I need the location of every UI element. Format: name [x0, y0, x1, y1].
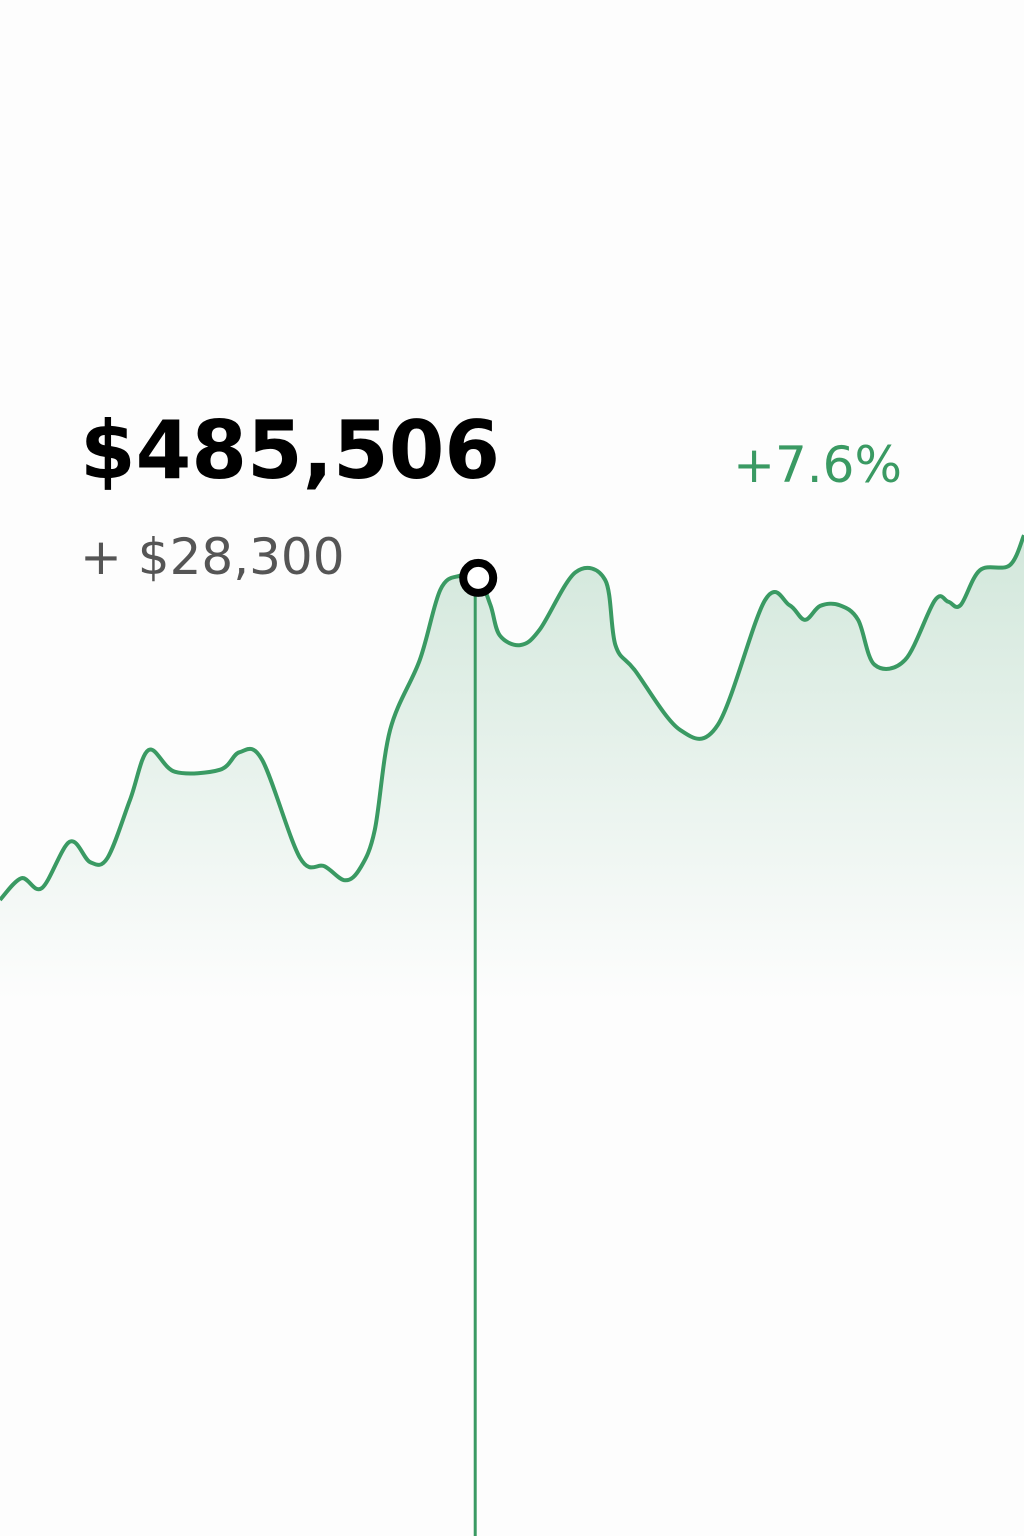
- change-amount: + $28,300: [80, 528, 345, 586]
- portfolio-value: $485,506: [80, 404, 500, 497]
- cursor-dot: [459, 558, 498, 597]
- price-line: [0, 534, 1024, 902]
- area-fill: [0, 535, 1024, 1000]
- change-percent: +7.6%: [733, 436, 902, 494]
